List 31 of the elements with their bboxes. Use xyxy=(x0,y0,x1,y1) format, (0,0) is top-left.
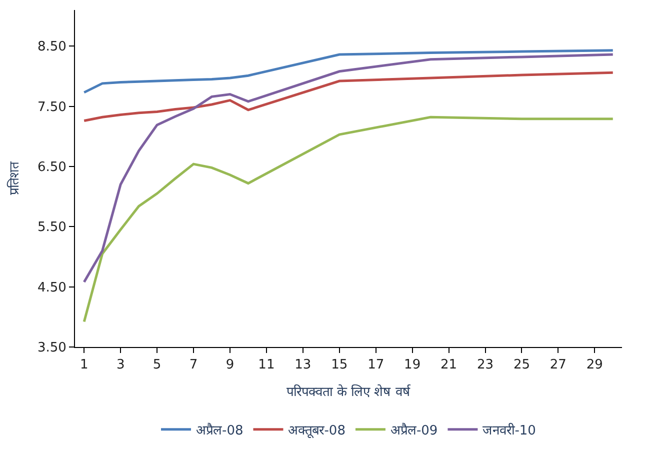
legend-label: जनवरी-10 xyxy=(482,422,536,438)
x-tick-label: 17 xyxy=(368,358,384,373)
y-tick-label: 4.50 xyxy=(37,280,66,296)
x-tick-label: 1 xyxy=(80,358,88,373)
y-tick-label: 3.50 xyxy=(37,340,66,356)
x-tick-label: 5 xyxy=(152,358,162,373)
x-tick-label: 3 xyxy=(116,358,125,373)
y-axis-title: प्रतिशत xyxy=(6,161,22,195)
line-series xyxy=(82,49,614,94)
x-tick-label: 27 xyxy=(550,358,566,373)
legend-label: अप्रैल-09 xyxy=(390,422,438,438)
y-tick-label: 5.50 xyxy=(37,220,66,236)
y-tick-label: 8.50 xyxy=(37,40,66,55)
x-tick-label: 21 xyxy=(440,358,458,373)
x-tick-label: 23 xyxy=(476,358,494,373)
x-tick-label: 29 xyxy=(586,358,603,373)
legend-label: अक्तूबर-08 xyxy=(288,423,346,438)
y-tick-label: 6.50 xyxy=(37,160,66,176)
line-series xyxy=(82,116,614,323)
line-series xyxy=(82,71,614,122)
x-tick-label: 15 xyxy=(331,358,348,373)
x-axis-title: परिपक्वता के लिए शेष वर्ष xyxy=(286,384,412,400)
y-tick-label: 7.50 xyxy=(37,100,66,115)
legend-label: अप्रैल-08 xyxy=(196,422,244,438)
x-tick-label: 9 xyxy=(226,358,234,373)
line-series xyxy=(82,53,614,284)
x-tick-label: 7 xyxy=(189,358,198,373)
x-tick-label: 19 xyxy=(404,358,421,373)
x-tick-label: 13 xyxy=(294,358,312,373)
x-tick-label: 11 xyxy=(258,358,275,373)
x-tick-label: 25 xyxy=(513,358,530,373)
